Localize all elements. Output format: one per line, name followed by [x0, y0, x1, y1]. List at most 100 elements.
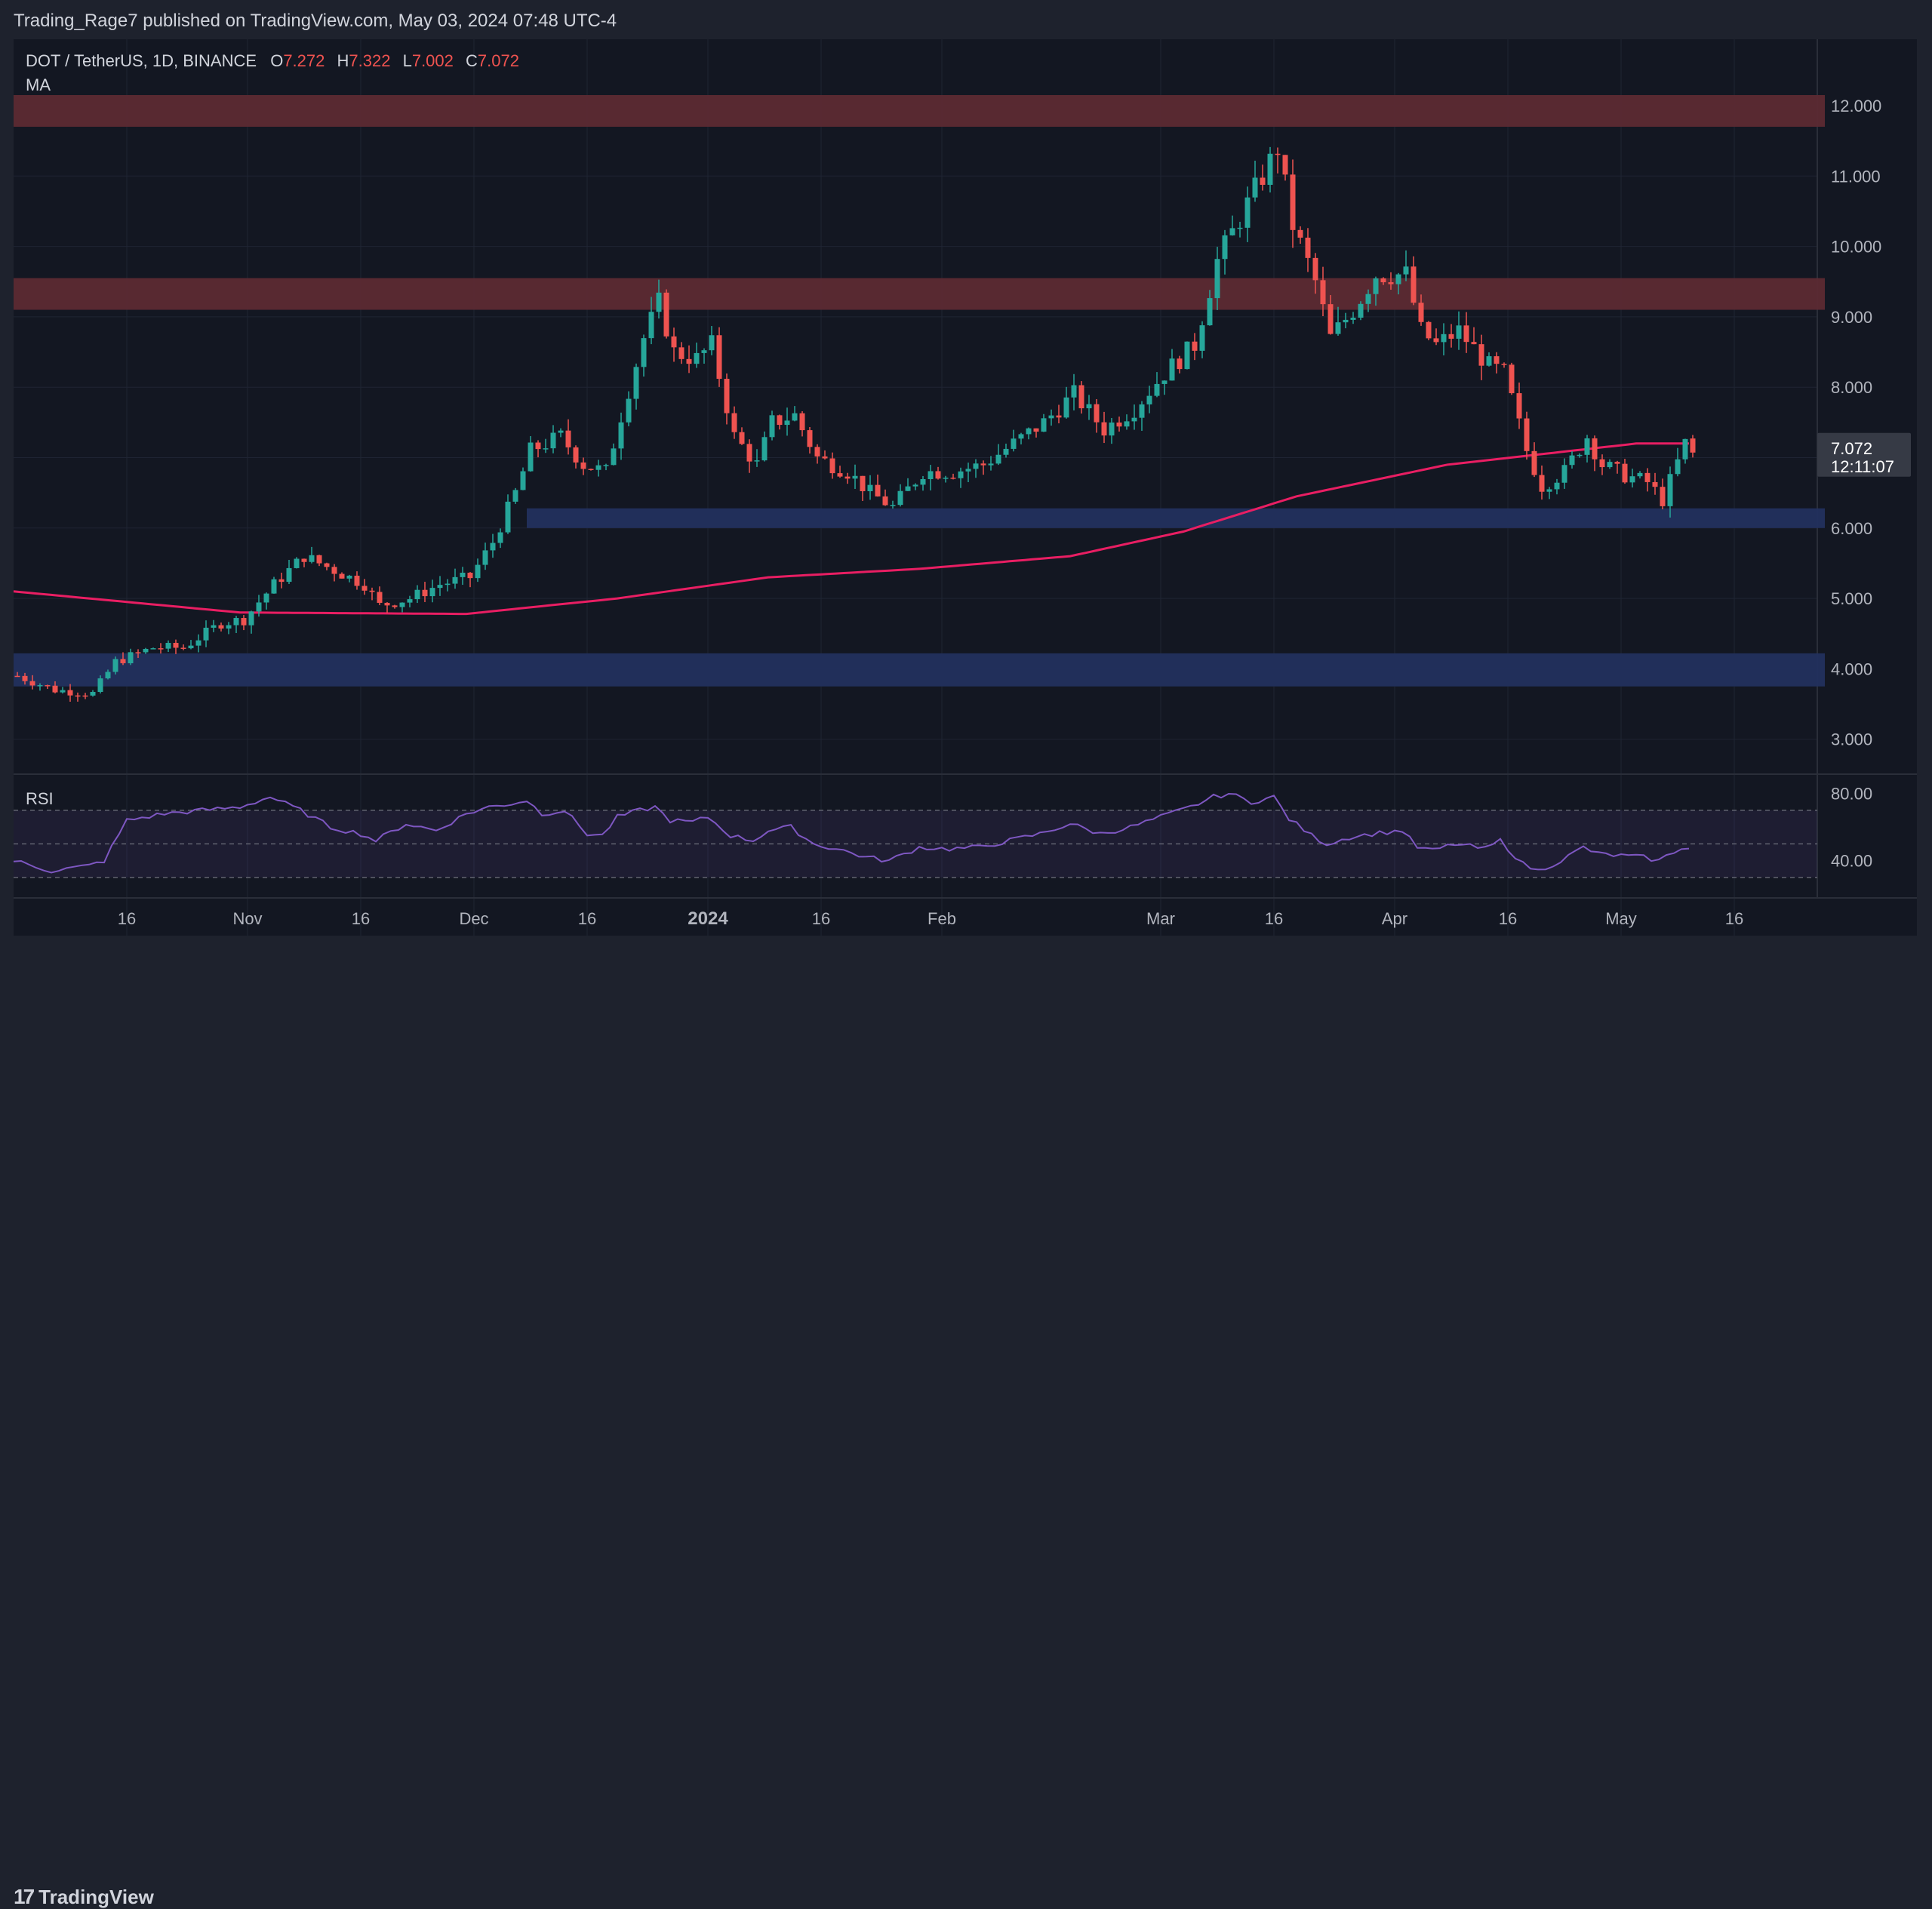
candle [52, 681, 58, 693]
candle [1509, 362, 1515, 395]
candle [1607, 459, 1613, 469]
time-tick-label: 16 [1499, 909, 1517, 928]
candle [173, 639, 179, 654]
candle [1516, 383, 1522, 429]
time-tick-label: 16 [118, 909, 136, 928]
candle-body [505, 501, 511, 533]
candle-body [1146, 395, 1152, 404]
candle [505, 494, 511, 534]
candle [316, 555, 322, 567]
candle-body [1086, 404, 1092, 409]
candle-body [1463, 325, 1469, 343]
candle-body [739, 432, 745, 444]
candle [988, 456, 994, 471]
candle [422, 582, 428, 602]
price-chart[interactable]: 3.0004.0005.0006.0007.0008.0009.00010.00… [0, 0, 1932, 988]
candle [29, 675, 35, 690]
candle [663, 289, 669, 339]
candle-body [414, 589, 420, 600]
candle-body [1244, 197, 1251, 228]
candle [573, 445, 579, 469]
candle [603, 463, 609, 471]
candle [158, 643, 164, 654]
candle [1199, 321, 1205, 358]
resistance-zone [14, 278, 1825, 310]
candle-body [180, 647, 186, 649]
candle [414, 585, 420, 604]
price-tick-label: 9.000 [1831, 308, 1872, 327]
candle [233, 616, 239, 633]
candle-body [1229, 228, 1235, 235]
candle [890, 500, 896, 509]
candle [1177, 355, 1183, 374]
candle-body [467, 573, 473, 579]
candle [467, 572, 473, 588]
candle-body [1607, 462, 1613, 468]
candle [565, 419, 571, 455]
candle-body [1471, 342, 1477, 345]
candle [309, 546, 315, 564]
candle [218, 622, 224, 632]
rsi-label[interactable]: RSI [26, 789, 54, 808]
tradingview-logo[interactable]: 17 TradingView [14, 1885, 154, 1909]
candle [1448, 324, 1454, 348]
legend-c-label: C [466, 51, 478, 70]
time-tick-label: 16 [578, 909, 596, 928]
candle-body [497, 532, 503, 543]
candle-body [822, 456, 828, 459]
candle-body [188, 645, 194, 649]
candle [980, 460, 986, 475]
candle-body [724, 379, 730, 413]
candle [1456, 311, 1462, 350]
candle-body [1667, 474, 1673, 506]
candle-body [1320, 280, 1326, 305]
candle [105, 669, 111, 680]
candle-body [754, 460, 760, 462]
candle [1388, 272, 1394, 290]
candle [1086, 395, 1092, 420]
candle [1411, 256, 1417, 306]
rsi-tick-label: 40.00 [1831, 852, 1872, 871]
legend-ma-label[interactable]: MA [26, 75, 51, 94]
candle-body [973, 463, 979, 469]
candle-body [829, 458, 835, 474]
candle-body [60, 690, 66, 693]
price-tag-countdown: 12:11:07 [1831, 457, 1894, 476]
candle-body [128, 652, 134, 664]
candle-body [1275, 153, 1281, 155]
candle-body [1018, 434, 1024, 439]
candle [1343, 312, 1349, 329]
candle-body [1629, 476, 1635, 483]
chart-panel[interactable] [14, 39, 1917, 936]
candle [777, 414, 783, 430]
time-tick-label: Feb [928, 909, 956, 928]
candle [1222, 229, 1228, 275]
candle-body [1637, 472, 1643, 477]
candle-body [890, 505, 896, 506]
candle [852, 464, 858, 489]
candle-body [520, 471, 526, 490]
candle [694, 343, 700, 368]
candle-body [716, 335, 722, 380]
candle-body [460, 573, 466, 577]
time-tick-label: Dec [459, 909, 488, 928]
candle-body [14, 675, 20, 678]
candle-body [218, 625, 224, 629]
candle-body [573, 447, 579, 463]
candle [1169, 349, 1175, 381]
time-tick-label: Apr [1382, 909, 1407, 928]
candle-body [1124, 421, 1130, 427]
candle [1380, 277, 1386, 285]
candle-body [595, 465, 601, 470]
candle [618, 412, 624, 460]
candle [1365, 289, 1371, 312]
candle-body [1403, 266, 1409, 275]
candle-body [52, 685, 58, 693]
candle [905, 478, 911, 491]
candle-body [792, 413, 798, 421]
candle-body [1501, 364, 1507, 365]
candle-body [958, 471, 964, 478]
candle [1524, 411, 1530, 460]
candle [595, 460, 601, 477]
candle [973, 459, 979, 478]
